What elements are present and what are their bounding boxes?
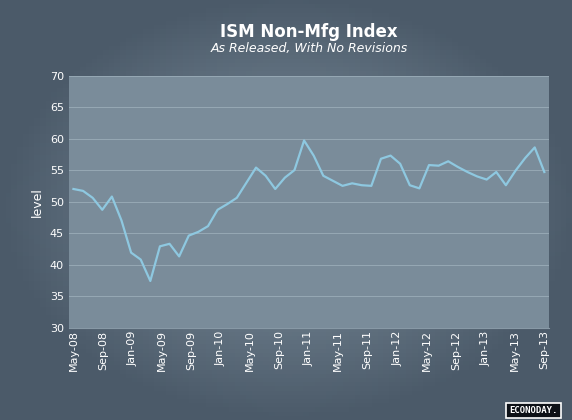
Y-axis label: level: level	[31, 186, 44, 217]
Text: ISM Non-Mfg Index: ISM Non-Mfg Index	[220, 23, 398, 41]
Text: As Released, With No Revisions: As Released, With No Revisions	[210, 42, 407, 55]
Text: ECONODAY.: ECONODAY.	[509, 406, 558, 415]
